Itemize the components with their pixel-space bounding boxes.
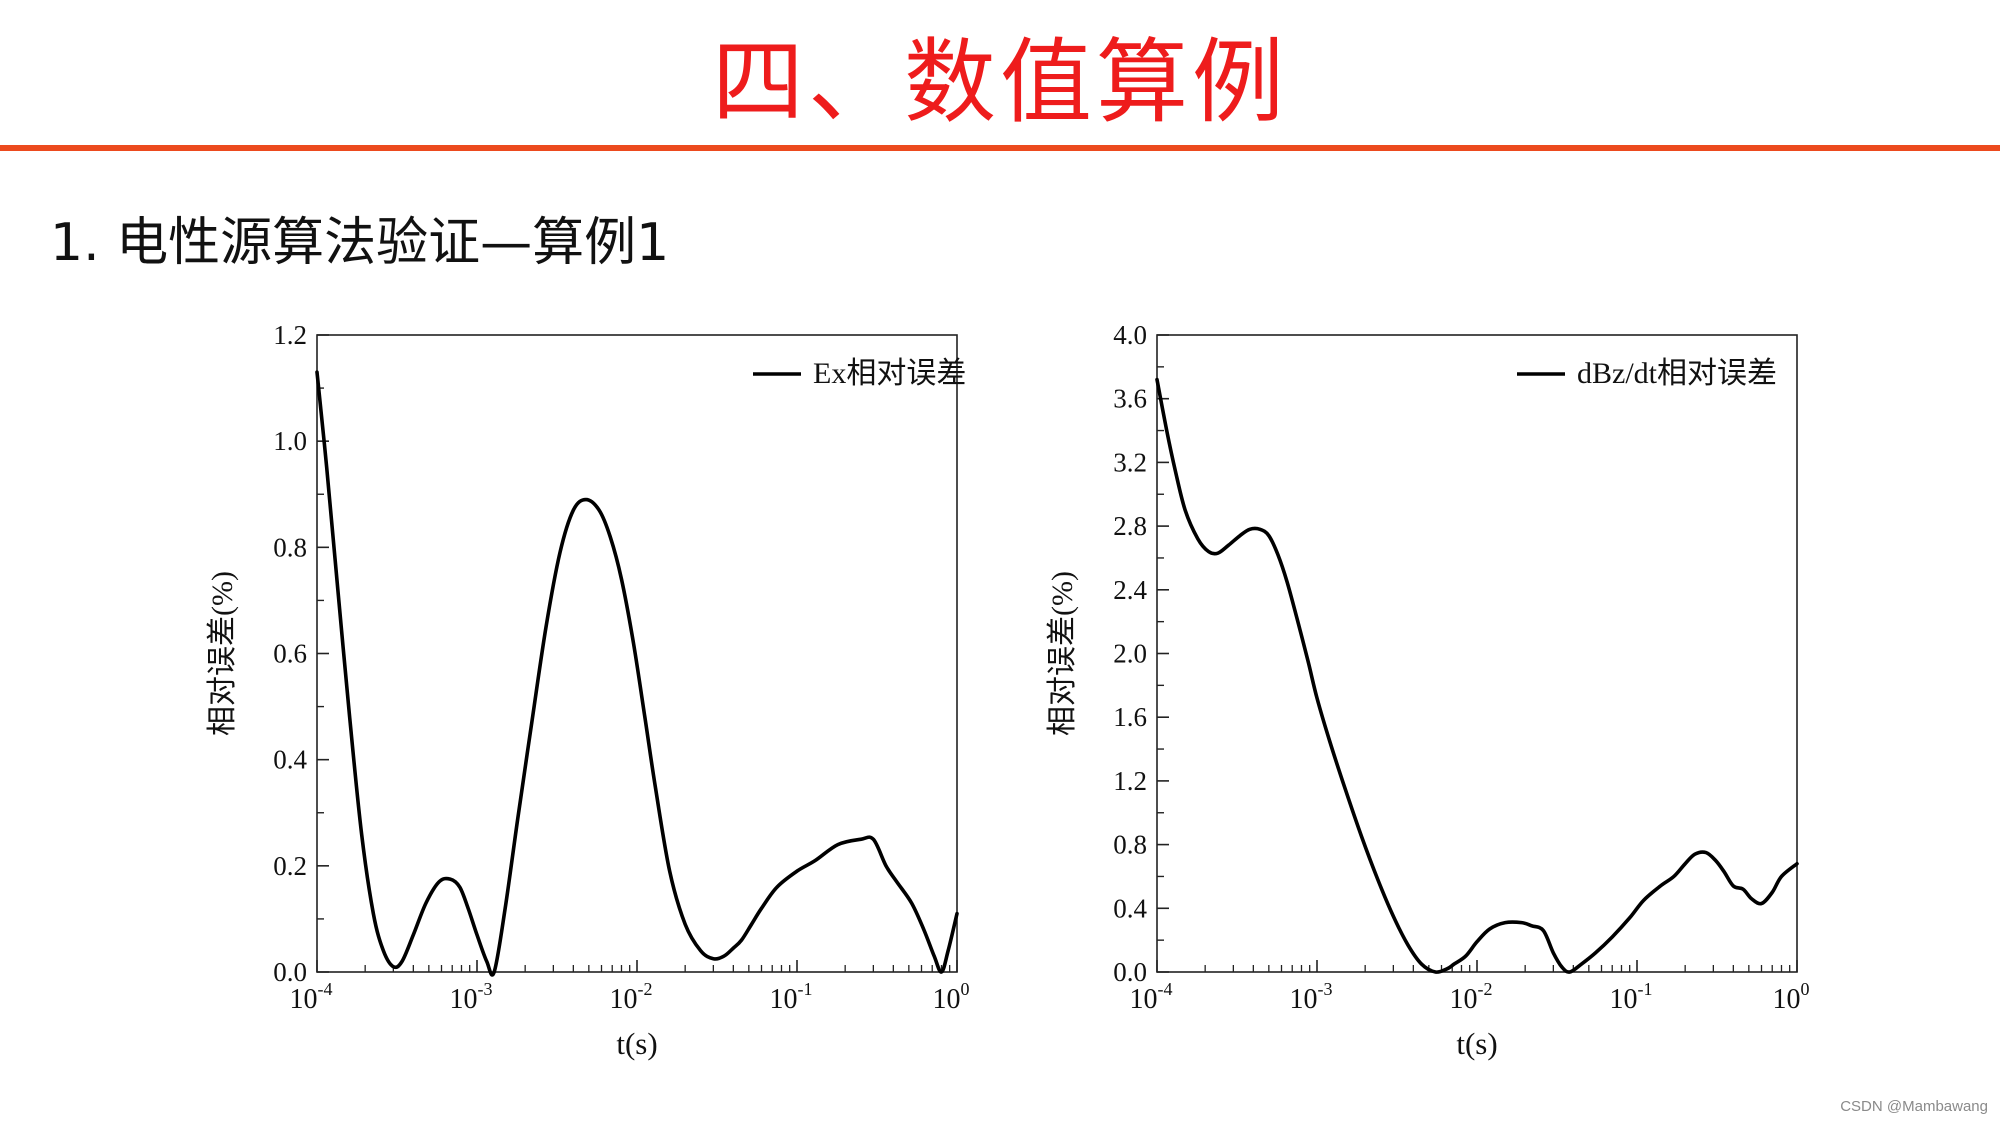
x-tick-base: 10 [1773,984,1801,1015]
y-tick-label: 0.0 [273,957,307,987]
y-tick-label: 2.4 [1113,575,1147,605]
x-tick-exponent: -2 [638,979,653,999]
x-tick-label: 10-2 [610,979,653,1015]
section-heading: 1. 电性源算法验证—算例1 [50,213,670,273]
x-tick-base: 10 [770,984,798,1015]
y-tick-label: 0.8 [1113,830,1147,860]
title-divider [0,145,2000,151]
y-axis-label: 相对误差(%) [206,571,239,736]
watermark: CSDN @Mambawang [1840,1098,1988,1115]
series-line [315,370,959,977]
legend-label: dBz/dt相对误差 [1577,357,1777,390]
x-tick-base: 10 [450,984,478,1015]
dbz-error-chart-svg: 0.00.40.81.21.62.02.42.83.23.64.010-4 10-… [1046,320,1810,1061]
y-tick-label: 0.4 [273,745,307,775]
y-tick-label: 0.4 [1113,893,1147,923]
ex-error-chart-svg: 0.00.20.40.60.81.01.210-4 10-3 10-2 10-1 100… [206,320,970,1061]
x-tick-base: 10 [1290,984,1318,1015]
y-tick-label: 0.0 [1113,957,1147,987]
y-tick-label: 0.2 [273,851,307,881]
y-tick-label: 2.0 [1113,639,1147,669]
dbz-error-chart: 0.0 0.4 0.8 1.2 1.6 2.0 2.4 2.8 3.2 3.6 4.0 10-4 10-… [1030,300,1830,1080]
plot-frame [1156,334,1798,973]
x-tick-exponent: 0 [1801,979,1810,999]
x-tick-label: 10-4 [290,979,333,1015]
y-tick-label: 4.0 [1113,320,1147,350]
y-axis-label: 相对误差(%) [1046,571,1079,736]
x-tick-exponent: 0 [961,979,970,999]
x-tick-base: 10 [290,984,318,1015]
x-tick-label: 10-1 [770,979,813,1015]
x-tick-label: 10-4 [1130,979,1173,1015]
x-tick-base: 10 [1130,984,1158,1015]
series-line [1155,377,1799,974]
ex-error-chart: 0.0 0.2 0.4 0.6 0.8 1.0 1.2 10-4 10-3 10-2 10-1 100… [190,300,990,1080]
x-tick-exponent: -2 [1478,979,1493,999]
x-tick-label: 10-3 [450,979,493,1015]
x-tick-label: 10-3 [1290,979,1333,1015]
x-tick-base: 10 [1450,984,1478,1015]
x-tick-label: 100 [1773,979,1810,1015]
x-tick-label: 10-2 [1450,979,1493,1015]
x-tick-label: 100 [933,979,970,1015]
x-tick-exponent: -1 [1638,979,1653,999]
x-tick-exponent: -4 [1158,979,1173,999]
y-tick-label: 3.6 [1113,384,1147,414]
legend-label: Ex相对误差 [813,357,966,390]
y-tick-label: 1.0 [273,426,307,456]
y-tick-label: 1.2 [1113,766,1147,796]
x-tick-exponent: -4 [318,979,333,999]
x-axis-label: t(s) [616,1026,657,1061]
y-tick-label: 0.8 [273,532,307,562]
y-tick-label: 2.8 [1113,511,1147,541]
x-tick-base: 10 [610,984,638,1015]
x-tick-exponent: -3 [1318,979,1333,999]
slide-title: 四、数值算例 [711,29,1288,136]
x-tick-label: 10-1 [1610,979,1653,1015]
y-tick-label: 3.2 [1113,447,1147,477]
y-tick-label: 1.2 [273,320,307,350]
x-tick-exponent: -1 [798,979,813,999]
x-tick-base: 10 [933,984,961,1015]
y-tick-label: 0.6 [273,639,307,669]
x-tick-exponent: -3 [478,979,493,999]
x-tick-base: 10 [1610,984,1638,1015]
y-tick-label: 1.6 [1113,702,1147,732]
x-axis-label: t(s) [1456,1026,1497,1061]
